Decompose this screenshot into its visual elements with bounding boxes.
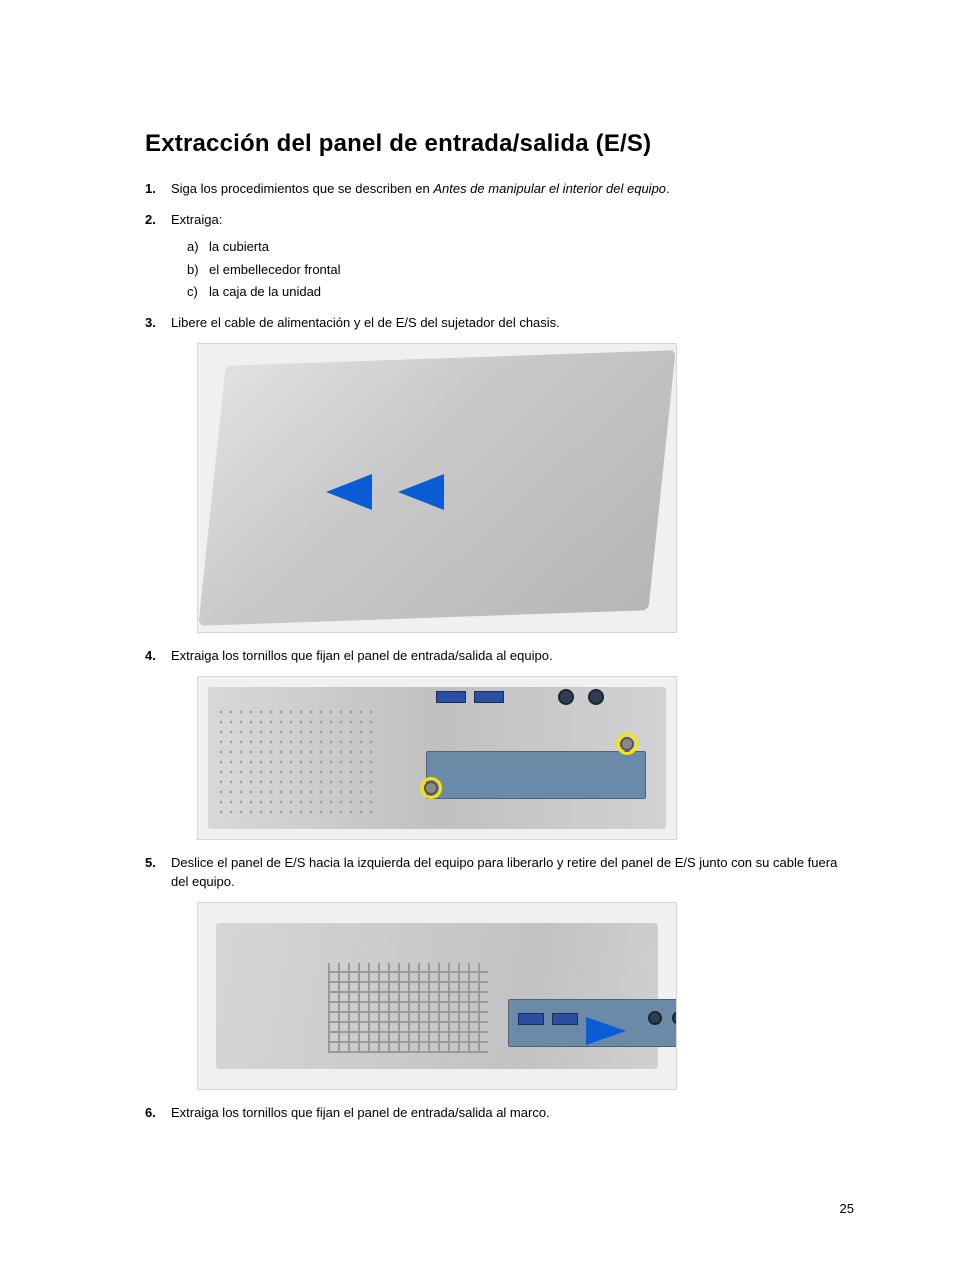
step-4: Extraiga los tornillos que fijan el pane… — [145, 647, 854, 840]
step-list: Siga los procedimientos que se describen… — [145, 180, 854, 1122]
step-2: Extraiga: la cubierta el embellecedor fr… — [145, 211, 854, 302]
vent-grille-graphic — [216, 707, 376, 817]
io-panel-graphic — [426, 751, 646, 799]
step-6-text: Extraiga los tornillos que fijan el pane… — [171, 1105, 550, 1120]
step-3-text: Libere el cable de alimentación y el de … — [171, 315, 560, 330]
screw-highlight-icon — [616, 733, 638, 755]
step-2c: la caja de la unidad — [187, 283, 854, 302]
audio-jack-icon — [558, 689, 574, 705]
figure-step-5 — [197, 902, 677, 1090]
step-1: Siga los procedimientos que se describen… — [145, 180, 854, 199]
step-2-sublist: la cubierta el embellecedor frontal la c… — [171, 238, 854, 303]
step-5-text: Deslice el panel de E/S hacia la izquier… — [171, 855, 837, 889]
vent-grille-graphic — [328, 963, 488, 1053]
audio-jack-icon — [648, 1011, 662, 1025]
usb-port-icon — [474, 691, 504, 703]
arrow-icon — [586, 1017, 626, 1045]
step-1-text-pre: Siga los procedimientos que se describen… — [171, 181, 433, 196]
step-1-text-post: . — [666, 181, 670, 196]
step-2b: el embellecedor frontal — [187, 261, 854, 280]
arrow-icon — [326, 474, 372, 510]
step-1-emphasis: Antes de manipular el interior del equip… — [433, 181, 666, 196]
step-2a: la cubierta — [187, 238, 854, 257]
audio-jack-icon — [588, 689, 604, 705]
section-title: Extracción del panel de entrada/salida (… — [145, 130, 854, 158]
step-3: Libere el cable de alimentación y el de … — [145, 314, 854, 633]
page-number: 25 — [840, 1201, 854, 1216]
step-2-text: Extraiga: — [171, 212, 222, 227]
arrow-icon — [398, 474, 444, 510]
step-6: Extraiga los tornillos que fijan el pane… — [145, 1104, 854, 1123]
figure-step-4 — [197, 676, 677, 840]
usb-port-icon — [552, 1013, 578, 1025]
figure-step-3 — [197, 343, 677, 633]
usb-port-icon — [518, 1013, 544, 1025]
step-4-text: Extraiga los tornillos que fijan el pane… — [171, 648, 553, 663]
screw-highlight-icon — [420, 777, 442, 799]
step-5: Deslice el panel de E/S hacia la izquier… — [145, 854, 854, 1090]
audio-jack-icon — [672, 1011, 677, 1025]
usb-port-icon — [436, 691, 466, 703]
